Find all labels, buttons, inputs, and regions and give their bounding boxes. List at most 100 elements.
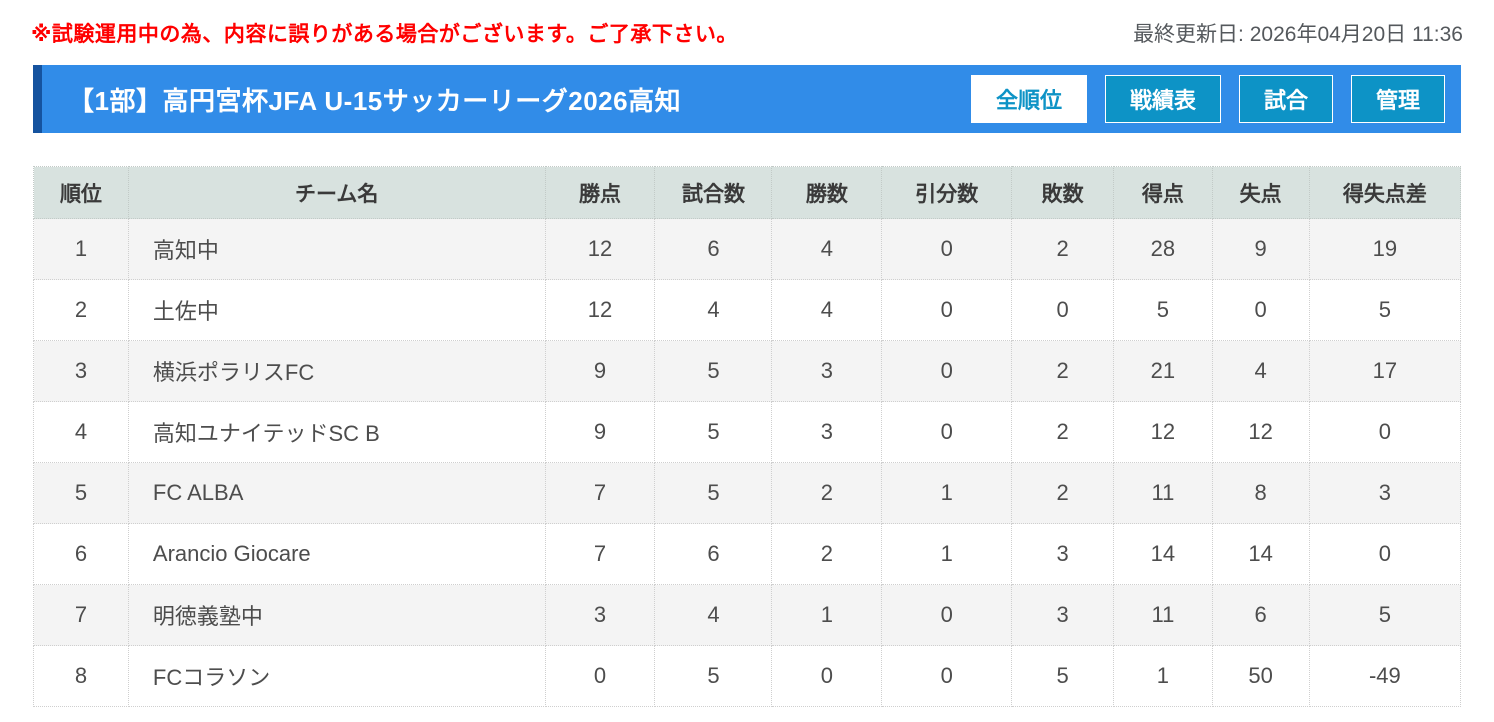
stat-cell: 5 [1011, 645, 1115, 707]
stat-cell: 2 [771, 523, 883, 585]
stat-cell: 11 [1113, 584, 1213, 646]
stat-cell: 0 [1308, 523, 1462, 585]
column-header: 順位 [33, 166, 129, 219]
stat-cell: 0 [881, 645, 1013, 707]
table-row: 6 Arancio Giocare 7 6 2 1 3 14 14 0 [33, 523, 1462, 585]
rank-cell: 6 [33, 523, 129, 585]
stat-cell: 4 [654, 584, 773, 646]
stat-cell: 12 [1113, 401, 1213, 463]
column-header: 勝数 [771, 166, 883, 219]
stat-cell: 14 [1211, 523, 1310, 585]
stat-cell: 0 [881, 401, 1013, 463]
rank-cell: 4 [33, 401, 129, 463]
team-name-cell: 土佐中 [127, 279, 546, 341]
stat-cell: 3 [771, 340, 883, 402]
team-name-cell: Arancio Giocare [127, 523, 546, 585]
stat-cell: 4 [771, 279, 883, 341]
view-tab-group: 全順位 戦績表 試合 管理 [970, 75, 1445, 123]
team-name-cell: 明徳義塾中 [127, 584, 546, 646]
stat-cell: 0 [771, 645, 883, 707]
stat-cell: 1 [881, 462, 1013, 524]
stat-cell: 0 [881, 340, 1013, 402]
stat-cell: 0 [1011, 279, 1115, 341]
stat-cell: 19 [1308, 218, 1462, 280]
stat-cell: 12 [544, 218, 656, 280]
column-header: 得点 [1113, 166, 1213, 219]
stat-cell: 5 [654, 401, 773, 463]
stat-cell: 6 [1211, 584, 1310, 646]
table-header-row: 順位 チーム名 勝点 試合数 勝数 引分数 敗数 得点 失点 得失点差 [33, 166, 1462, 219]
stat-cell: 0 [544, 645, 656, 707]
tab-matches[interactable]: 試合 [1238, 75, 1333, 123]
stat-cell: 0 [881, 279, 1013, 341]
stat-cell: 4 [1211, 340, 1310, 402]
rank-cell: 8 [33, 645, 129, 707]
last-updated-label: 最終更新日: 2026年04月20日 11:36 [1133, 23, 1463, 46]
stat-cell: 3 [544, 584, 656, 646]
column-header: チーム名 [127, 166, 546, 219]
stat-cell: 3 [1011, 584, 1115, 646]
stat-cell: 1 [881, 523, 1013, 585]
stat-cell: 9 [544, 401, 656, 463]
column-header: 勝点 [544, 166, 656, 219]
standings-table-container: 順位 チーム名 勝点 試合数 勝数 引分数 敗数 得点 失点 得失点差 1 高知中 12 6 4 0 2 28 9… [33, 166, 1462, 707]
stat-cell: 5 [1308, 584, 1462, 646]
stat-cell: 2 [1011, 218, 1115, 280]
stat-cell: 2 [1011, 401, 1115, 463]
column-header: 失点 [1211, 166, 1310, 219]
table-row: 5 FC ALBA 7 5 2 1 2 11 8 3 [33, 462, 1462, 524]
column-header: 得失点差 [1308, 166, 1462, 219]
stat-cell: -49 [1308, 645, 1462, 707]
tab-all-rankings[interactable]: 全順位 [970, 75, 1087, 123]
team-name-cell: 高知中 [127, 218, 546, 280]
stat-cell: 2 [1011, 340, 1115, 402]
rank-cell: 7 [33, 584, 129, 646]
table-row: 3 横浜ポラリスFC 9 5 3 0 2 21 4 17 [33, 340, 1462, 402]
rank-cell: 2 [33, 279, 129, 341]
league-title: 【1部】高円宮杯JFA U-15サッカーリーグ2026高知 [68, 85, 682, 116]
stat-cell: 9 [544, 340, 656, 402]
stat-cell: 5 [654, 340, 773, 402]
stat-cell: 11 [1113, 462, 1213, 524]
table-row: 8 FCコラソン 0 5 0 0 5 1 50 -49 [33, 645, 1462, 707]
rank-cell: 3 [33, 340, 129, 402]
stat-cell: 2 [771, 462, 883, 524]
stat-cell: 2 [1011, 462, 1115, 524]
stat-cell: 5 [1113, 279, 1213, 341]
table-row: 1 高知中 12 6 4 0 2 28 9 19 [33, 218, 1462, 280]
stat-cell: 12 [544, 279, 656, 341]
trial-notice-text: ※試験運用中の為、内容に誤りがある場合がございます。ご了承下さい。 [31, 23, 738, 46]
stat-cell: 3 [1011, 523, 1115, 585]
column-header: 引分数 [881, 166, 1013, 219]
stat-cell: 12 [1211, 401, 1310, 463]
top-bar: ※試験運用中の為、内容に誤りがある場合がございます。ご了承下さい。 最終更新日:… [0, 0, 1494, 48]
stat-cell: 0 [881, 218, 1013, 280]
stat-cell: 3 [771, 401, 883, 463]
rank-cell: 5 [33, 462, 129, 524]
tab-results-grid[interactable]: 戦績表 [1104, 75, 1221, 123]
table-row: 4 高知ユナイテッドSC B 9 5 3 0 2 12 12 0 [33, 401, 1462, 463]
stat-cell: 14 [1113, 523, 1213, 585]
stat-cell: 0 [1308, 401, 1462, 463]
stat-cell: 4 [771, 218, 883, 280]
team-name-cell: FC ALBA [127, 462, 546, 524]
column-header: 試合数 [654, 166, 773, 219]
stat-cell: 6 [654, 523, 773, 585]
stat-cell: 5 [654, 645, 773, 707]
stat-cell: 50 [1211, 645, 1310, 707]
stat-cell: 5 [1308, 279, 1462, 341]
rank-cell: 1 [33, 218, 129, 280]
stat-cell: 7 [544, 462, 656, 524]
team-name-cell: FCコラソン [127, 645, 546, 707]
team-name-cell: 横浜ポラリスFC [127, 340, 546, 402]
stat-cell: 21 [1113, 340, 1213, 402]
tab-admin[interactable]: 管理 [1350, 75, 1445, 123]
table-row: 7 明徳義塾中 3 4 1 0 3 11 6 5 [33, 584, 1462, 646]
stat-cell: 7 [544, 523, 656, 585]
stat-cell: 28 [1113, 218, 1213, 280]
stat-cell: 8 [1211, 462, 1310, 524]
stat-cell: 9 [1211, 218, 1310, 280]
league-header-bar: 【1部】高円宮杯JFA U-15サッカーリーグ2026高知 全順位 戦績表 試合… [33, 65, 1461, 133]
stat-cell: 3 [1308, 462, 1462, 524]
stat-cell: 6 [654, 218, 773, 280]
